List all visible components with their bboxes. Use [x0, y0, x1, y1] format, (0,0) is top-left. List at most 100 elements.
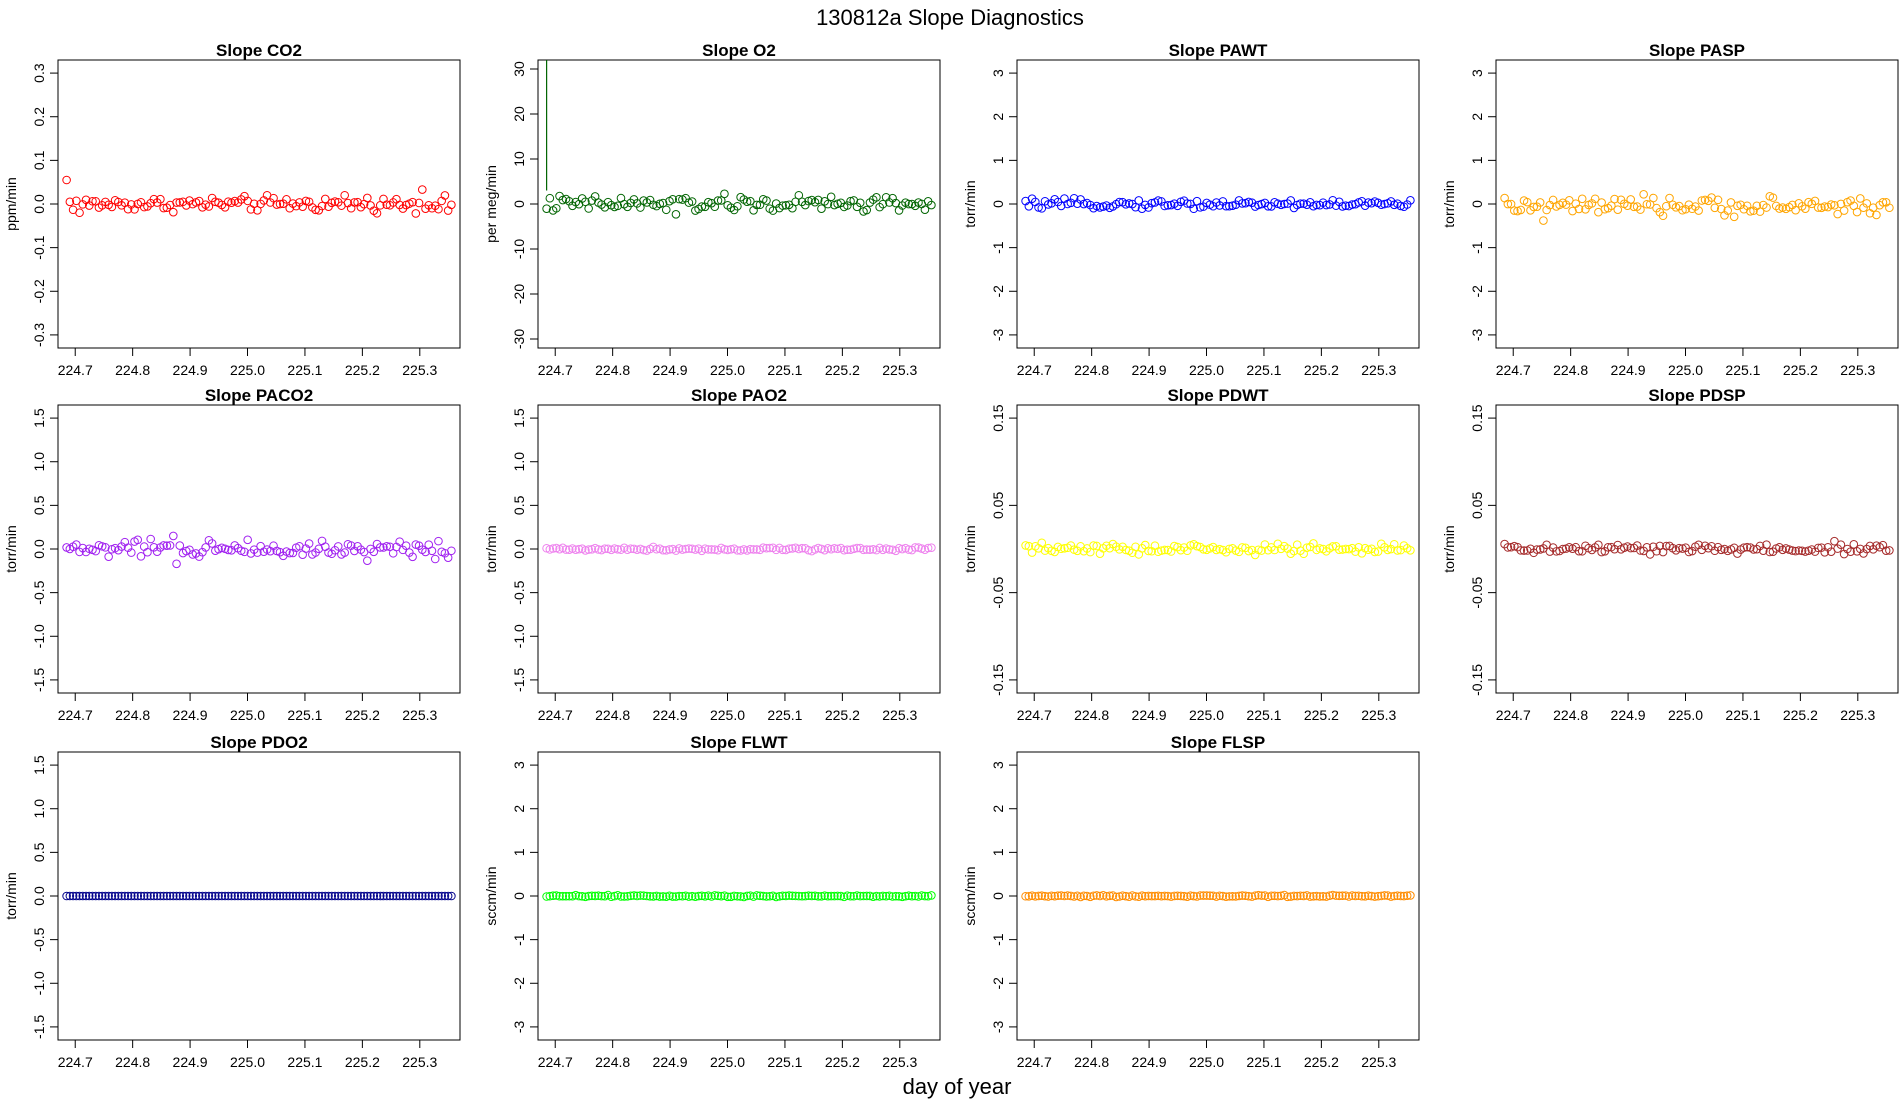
data-point: [1315, 892, 1325, 901]
data-point: [1768, 193, 1778, 202]
data-point: [781, 891, 791, 901]
data-point: [1231, 892, 1241, 901]
data-point: [1237, 543, 1247, 552]
panel-title: Slope CO2: [216, 41, 302, 60]
data-point: [1746, 207, 1755, 216]
data-point: [1244, 197, 1254, 207]
data-point: [594, 545, 603, 554]
data-point: [897, 544, 907, 554]
x-tick-label: 225.1: [287, 362, 322, 378]
data-point: [545, 545, 555, 554]
data-point: [1594, 540, 1603, 550]
y-axis-label: sccm/min: [483, 866, 499, 925]
data-point: [1118, 542, 1127, 552]
plot-frame: [57, 751, 461, 1041]
data-point: [681, 891, 690, 901]
data-point: [1089, 541, 1098, 550]
data-point: [771, 199, 781, 208]
y-tick-label: -0.2: [31, 279, 47, 303]
data-point: [862, 205, 872, 215]
data-point: [1878, 198, 1888, 207]
data-point: [817, 892, 826, 901]
data-point: [1797, 546, 1807, 556]
data-point: [72, 196, 81, 206]
data-point: [1199, 891, 1208, 900]
data-point: [1131, 892, 1140, 901]
data-point: [1299, 891, 1308, 901]
data-point: [907, 891, 917, 901]
data-point: [927, 543, 936, 552]
data-point: [875, 892, 884, 901]
x-tick-label: 225.2: [825, 362, 860, 378]
data-point: [729, 891, 739, 901]
data-point: [430, 554, 440, 564]
data-point: [833, 891, 842, 901]
data-point: [687, 197, 697, 206]
data-point: [626, 544, 635, 554]
data-point: [1535, 545, 1545, 554]
data-point: [220, 891, 230, 901]
data-point: [784, 544, 794, 553]
data-point: [447, 546, 456, 556]
data-point: [823, 199, 833, 209]
panel-title: Slope FLSP: [1171, 733, 1265, 752]
x-tick-label: 224.9: [173, 1054, 208, 1070]
data-point: [1574, 546, 1584, 556]
data-point: [379, 194, 388, 204]
data-point: [623, 892, 632, 901]
data-point: [204, 535, 214, 545]
data-point: [91, 891, 101, 901]
data-point: [1092, 891, 1102, 900]
data-point: [846, 891, 855, 901]
data-point: [707, 545, 716, 554]
data-point: [1079, 199, 1089, 209]
data-point: [1406, 196, 1415, 205]
data-point: [388, 891, 398, 901]
data-point: [94, 891, 104, 901]
x-tick-label: 224.7: [58, 1054, 93, 1070]
data-point: [868, 544, 878, 554]
data-point: [1296, 199, 1305, 208]
data-point: [1111, 892, 1121, 902]
data-point: [1830, 536, 1839, 546]
data-point: [1179, 543, 1189, 552]
data-point: [1318, 891, 1328, 901]
data-point: [272, 891, 282, 901]
data-point: [1872, 210, 1881, 220]
data-point: [1765, 547, 1775, 557]
x-tick-label: 225.1: [1246, 707, 1281, 723]
data-point: [839, 545, 849, 555]
data-point: [1322, 892, 1331, 901]
data-point: [1885, 546, 1894, 555]
y-axis-label: sccm/min: [962, 866, 978, 925]
y-tick-label: -0.5: [31, 927, 47, 951]
data-point: [392, 891, 401, 901]
data-point: [356, 202, 366, 212]
data-point: [619, 892, 629, 901]
data-point: [1066, 198, 1076, 208]
data-point: [613, 545, 623, 554]
data-point: [424, 891, 434, 901]
data-point: [143, 202, 152, 211]
data-point: [1801, 547, 1810, 556]
x-tick-label: 225.3: [1361, 1054, 1396, 1070]
panel-slope-paco2: Slope PACO2 -1.5 -1.0 -0.5 0.0 0.5 1.0 1.5 224.7…: [3, 386, 461, 723]
panel-title: Slope O2: [702, 41, 776, 60]
data-point: [658, 545, 668, 555]
y-tick-label: -0.5: [511, 580, 527, 604]
data-point: [434, 891, 443, 901]
x-tick-label: 225.0: [710, 1054, 745, 1070]
data-point: [830, 891, 839, 901]
data-point: [443, 206, 453, 215]
data-point: [665, 891, 674, 901]
data-point: [765, 891, 775, 901]
data-point: [169, 891, 178, 901]
data-point: [758, 543, 768, 552]
y-tick-label: -1.0: [511, 624, 527, 648]
data-point: [584, 891, 593, 901]
data-point: [1347, 200, 1357, 209]
data-point: [1338, 545, 1347, 554]
data-point: [1160, 891, 1169, 901]
data-point: [1082, 891, 1092, 901]
data-point: [1208, 891, 1218, 901]
